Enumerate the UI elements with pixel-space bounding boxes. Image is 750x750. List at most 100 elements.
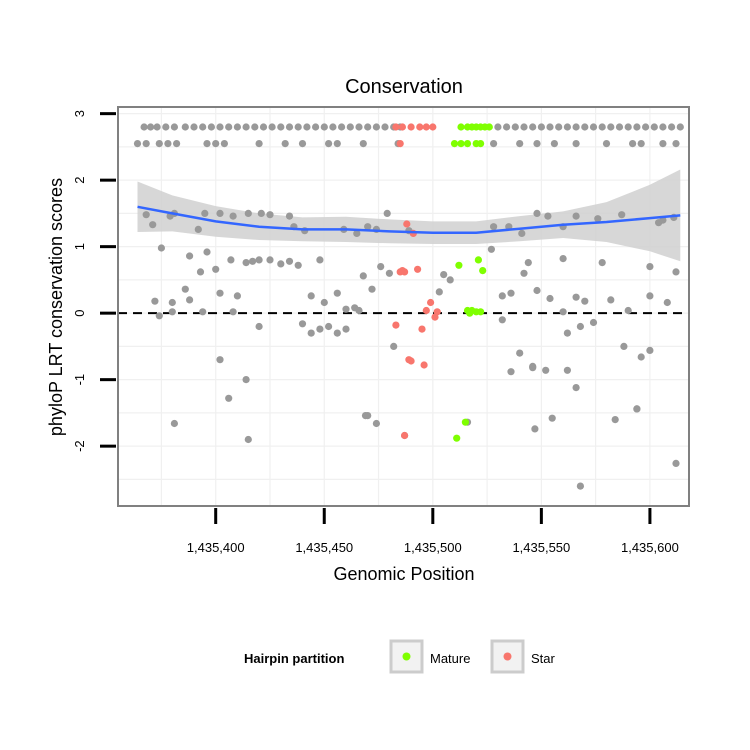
point-other-136 — [307, 292, 315, 300]
point-other-143 — [435, 288, 443, 296]
point-mature-18 — [472, 308, 480, 316]
point-other-37 — [546, 123, 554, 131]
point-other-115 — [266, 256, 274, 264]
point-mature-14 — [479, 267, 487, 275]
point-other-41 — [581, 123, 589, 131]
y-tick-label-4: 2 — [72, 177, 87, 184]
point-mature-20 — [453, 434, 461, 442]
point-other-65 — [333, 140, 341, 148]
point-other-158 — [168, 308, 176, 316]
point-other-21 — [320, 123, 328, 131]
point-other-148 — [533, 286, 541, 295]
point-other-155 — [646, 292, 654, 300]
point-other-150 — [559, 308, 567, 316]
point-other-86 — [244, 209, 252, 217]
plot-panel — [117, 106, 690, 507]
point-other-120 — [440, 271, 448, 279]
point-mature-0 — [457, 123, 465, 131]
point-other-186 — [242, 376, 250, 384]
point-other-129 — [181, 285, 189, 293]
point-other-116 — [285, 257, 294, 265]
point-other-87 — [257, 209, 265, 217]
point-other-184 — [216, 356, 224, 364]
point-mature-6 — [485, 123, 493, 131]
point-other-152 — [581, 297, 589, 305]
point-other-13 — [251, 123, 259, 131]
point-other-176 — [542, 366, 550, 374]
point-other-35 — [529, 123, 537, 131]
point-other-183 — [170, 419, 178, 428]
panel-background — [118, 107, 689, 506]
point-other-27 — [372, 123, 380, 131]
point-other-181 — [637, 353, 645, 361]
point-other-22 — [329, 123, 337, 131]
point-other-8 — [207, 123, 215, 131]
point-other-74 — [629, 140, 637, 148]
point-other-124 — [598, 259, 606, 267]
point-other-76 — [659, 140, 667, 148]
point-other-147 — [520, 269, 528, 277]
point-mature-19 — [461, 418, 469, 426]
point-other-25 — [355, 123, 363, 131]
point-other-127 — [151, 297, 159, 305]
point-other-47 — [633, 123, 641, 131]
point-other-119 — [377, 263, 385, 271]
point-other-78 — [142, 211, 150, 219]
point-other-19 — [303, 123, 311, 131]
point-other-12 — [242, 123, 250, 131]
point-other-171 — [351, 304, 359, 312]
point-other-138 — [333, 289, 341, 297]
point-other-126 — [672, 268, 680, 276]
point-other-43 — [598, 123, 606, 131]
point-other-73 — [602, 140, 611, 148]
point-other-55 — [155, 140, 163, 148]
point-star-7 — [403, 220, 411, 228]
y-tick-label-0: -2 — [72, 440, 87, 452]
legend: Hairpin partition Mature Star — [244, 639, 556, 674]
point-other-118 — [359, 272, 367, 280]
point-other-105 — [594, 215, 602, 223]
point-other-26 — [364, 123, 372, 131]
point-other-188 — [372, 419, 380, 428]
point-star-11 — [427, 298, 435, 307]
point-other-165 — [298, 320, 307, 328]
point-other-117 — [316, 256, 324, 264]
point-other-111 — [186, 252, 194, 260]
x-axis: 1,435,400 1,435,450 1,435,500 1,435,550 1,43… — [187, 508, 679, 555]
point-star-4 — [422, 123, 430, 131]
point-other-173 — [498, 316, 506, 324]
point-star-0 — [392, 123, 400, 131]
point-other-110 — [157, 244, 165, 252]
legend-entry-star: Star — [490, 639, 556, 674]
point-star-1 — [398, 123, 406, 131]
point-other-122 — [524, 259, 532, 267]
point-other-159 — [186, 296, 194, 304]
point-other-123 — [559, 255, 567, 263]
x-tick-label-1: 1,435,450 — [295, 540, 353, 555]
point-other-191 — [563, 366, 572, 374]
legend-entry-mature: Mature — [389, 639, 470, 674]
point-other-145 — [498, 292, 506, 300]
point-other-163 — [242, 259, 250, 267]
point-mature-21 — [466, 309, 474, 317]
point-other-85 — [229, 212, 237, 220]
point-other-56 — [164, 140, 172, 148]
point-other-11 — [233, 123, 241, 131]
point-other-2 — [153, 123, 161, 131]
point-mature-13 — [474, 256, 482, 264]
point-other-68 — [490, 140, 498, 148]
x-tick-label-0: 1,435,400 — [187, 540, 245, 555]
point-other-72 — [572, 140, 580, 148]
point-other-146 — [507, 289, 515, 297]
point-other-189 — [507, 368, 515, 376]
point-other-202 — [633, 405, 641, 413]
point-other-88 — [266, 211, 274, 219]
point-other-38 — [555, 123, 563, 131]
point-other-168 — [325, 322, 333, 331]
point-other-196 — [361, 412, 370, 420]
point-other-128 — [168, 298, 176, 307]
point-other-89 — [285, 212, 294, 220]
legend-dot-star — [503, 652, 512, 661]
legend-label-star: Star — [531, 651, 556, 666]
